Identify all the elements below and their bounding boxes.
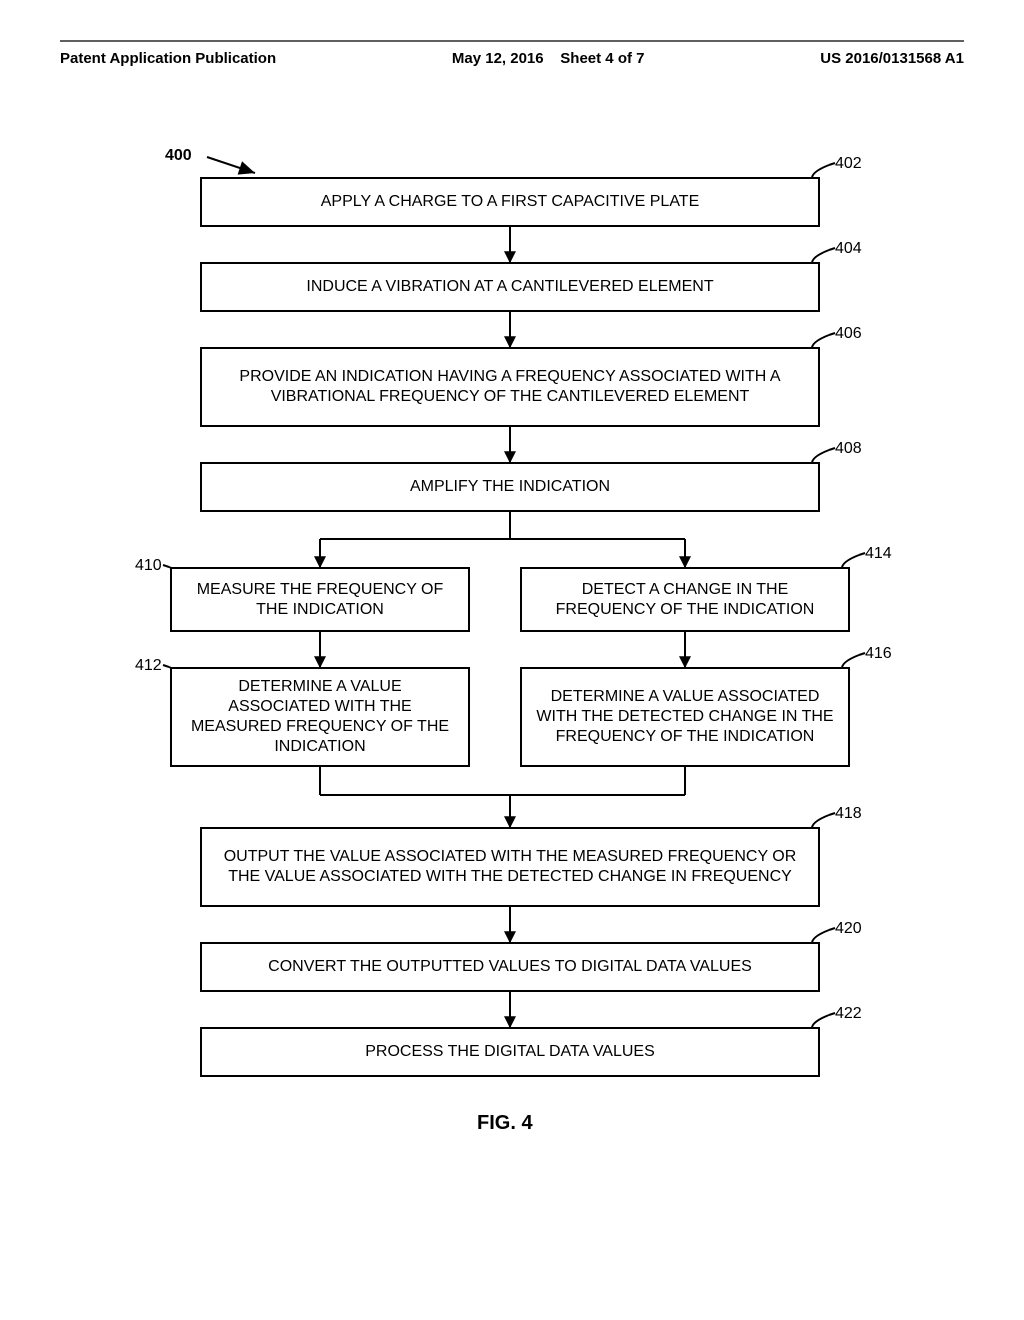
ref-label-410: 410 — [135, 557, 162, 575]
flow-step-416: DETERMINE A VALUE ASSOCIATED WITH THE DE… — [520, 667, 850, 767]
ref-label-402: 402 — [835, 155, 862, 173]
flow-step-410: MEASURE THE FREQUENCY OF THE INDICATION — [170, 567, 470, 632]
ref-label-422: 422 — [835, 1005, 862, 1023]
ref-label-414: 414 — [865, 545, 892, 563]
pointer-label-400: 400 — [165, 147, 192, 165]
flow-step-418: OUTPUT THE VALUE ASSOCIATED WITH THE MEA… — [200, 827, 820, 907]
header-date: May 12, 2016 — [452, 50, 544, 67]
ref-label-418: 418 — [835, 805, 862, 823]
figure-caption: FIG. 4 — [477, 1112, 533, 1135]
header-sheet: Sheet 4 of 7 — [560, 50, 644, 67]
flowchart: APPLY A CHARGE TO A FIRST CAPACITIVE PLA… — [60, 147, 964, 1147]
flow-step-420: CONVERT THE OUTPUTTED VALUES TO DIGITAL … — [200, 942, 820, 992]
ref-label-404: 404 — [835, 240, 862, 258]
header-right: US 2016/0131568 A1 — [820, 50, 964, 67]
flow-step-412: DETERMINE A VALUE ASSOCIATED WITH THE ME… — [170, 667, 470, 767]
ref-leader-tick-412 — [163, 665, 169, 667]
page-header: Patent Application Publication May 12, 2… — [60, 50, 964, 67]
ref-leader-tick-410 — [163, 565, 169, 567]
ref-label-408: 408 — [835, 440, 862, 458]
pointer-line — [207, 157, 255, 173]
ref-label-416: 416 — [865, 645, 892, 663]
ref-label-406: 406 — [835, 325, 862, 343]
flow-step-404: INDUCE A VIBRATION AT A CANTILEVERED ELE… — [200, 262, 820, 312]
flow-step-422: PROCESS THE DIGITAL DATA VALUES — [200, 1027, 820, 1077]
flow-step-408: AMPLIFY THE INDICATION — [200, 462, 820, 512]
flow-step-406: PROVIDE AN INDICATION HAVING A FREQUENCY… — [200, 347, 820, 427]
header-rule — [60, 40, 964, 42]
header-left: Patent Application Publication — [60, 50, 276, 67]
flow-step-414: DETECT A CHANGE IN THE FREQUENCY OF THE … — [520, 567, 850, 632]
ref-label-412: 412 — [135, 657, 162, 675]
flow-step-402: APPLY A CHARGE TO A FIRST CAPACITIVE PLA… — [200, 177, 820, 227]
pointer-head — [238, 161, 255, 174]
ref-label-420: 420 — [835, 920, 862, 938]
